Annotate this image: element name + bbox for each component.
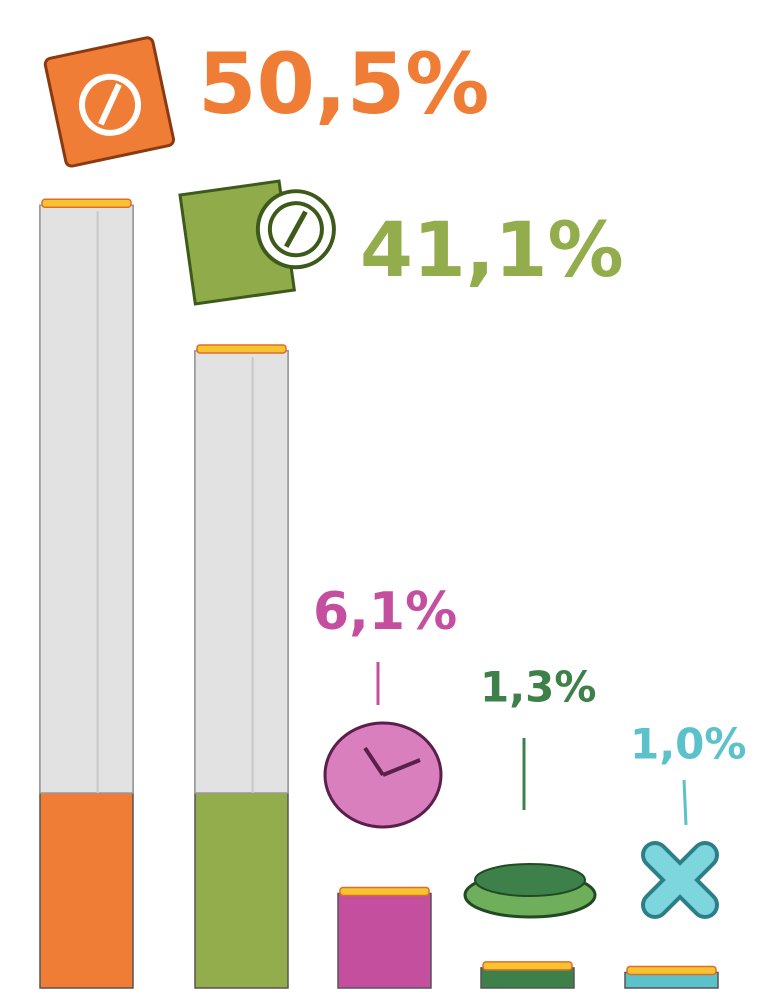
clock-icon bbox=[323, 662, 443, 829]
cigarette-paper bbox=[39, 204, 134, 794]
ember bbox=[482, 961, 573, 971]
value-label: 1,0% bbox=[630, 720, 746, 769]
value-label: 50,5% bbox=[198, 35, 489, 133]
bar bbox=[480, 967, 575, 989]
none-icon bbox=[641, 779, 719, 919]
pack-icon bbox=[43, 36, 176, 168]
cigarette-paper bbox=[194, 350, 289, 794]
value-label: 1,3% bbox=[480, 663, 596, 712]
tobacco-icon bbox=[178, 179, 336, 306]
ember bbox=[626, 965, 717, 976]
ember bbox=[41, 198, 132, 208]
value-label: 6,1% bbox=[313, 582, 457, 642]
snus-icon bbox=[463, 738, 597, 919]
value-label: 41,1% bbox=[360, 205, 624, 294]
ember bbox=[339, 886, 430, 897]
ember bbox=[196, 344, 287, 354]
bar bbox=[337, 892, 432, 989]
